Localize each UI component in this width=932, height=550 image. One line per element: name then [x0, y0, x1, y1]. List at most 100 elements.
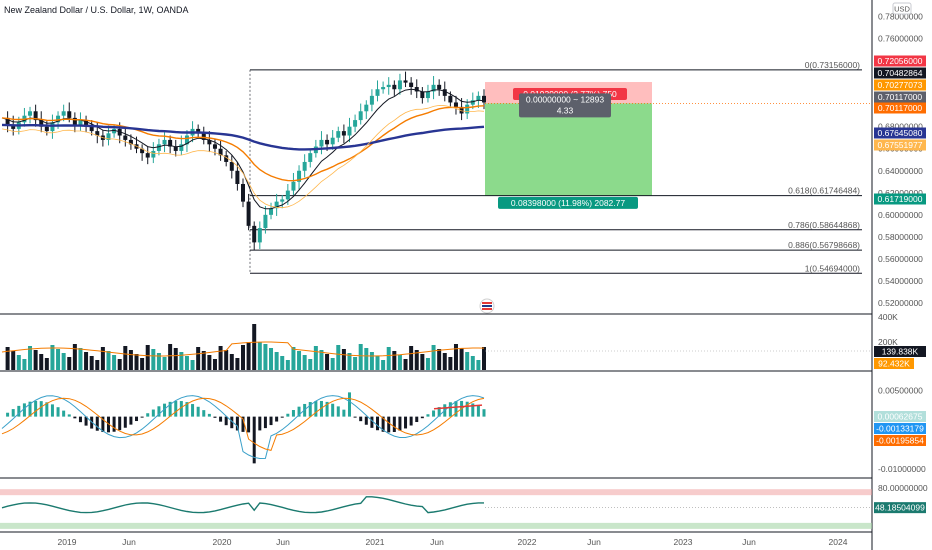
macd-histogram-bar: [409, 416, 413, 426]
fib-level-label: 0.618(0.61746484): [788, 186, 860, 196]
macd-histogram-bar: [476, 405, 480, 417]
candle-body: [297, 170, 302, 182]
macd-histogram-bar: [95, 416, 99, 431]
macd-histogram-bar: [241, 416, 245, 432]
price-tags: 0.72056000 0.70482864 0.70277073 0.70117000…: [874, 55, 926, 205]
macd-histogram-bar: [235, 416, 239, 431]
volume-bar: [459, 348, 464, 370]
volume-bar: [229, 354, 234, 370]
macd-histogram-bar: [404, 416, 408, 429]
price-tag-label: 0.70277073: [878, 80, 923, 90]
volume-bar: [56, 349, 61, 370]
volume-bar: [184, 356, 189, 370]
macd-histogram-bar: [319, 400, 323, 417]
volume-bar: [72, 344, 77, 370]
volume-bar: [392, 351, 397, 370]
candle-body: [179, 144, 184, 151]
candle-body: [184, 135, 189, 145]
volume-bar: [302, 355, 307, 370]
volume-bar: [291, 347, 296, 370]
candle-body: [162, 139, 167, 145]
volume-bar: [173, 348, 178, 370]
candle-body: [123, 135, 128, 140]
macd-histogram-bar: [213, 416, 217, 418]
candle-body: [39, 120, 44, 127]
volume-bar: [140, 358, 145, 370]
price-tick-label: 0.64000000: [878, 166, 923, 176]
center-label-box: [519, 93, 611, 118]
candle-body: [403, 80, 408, 83]
signal-tag: [874, 435, 926, 446]
candle-body: [448, 95, 453, 103]
volume-bar: [442, 353, 447, 370]
candle-body: [341, 131, 346, 136]
macd-histogram-bar: [207, 413, 211, 417]
macd-histogram-bar: [291, 410, 295, 417]
volume-bar: [145, 345, 150, 370]
volume-ma-line: [1, 341, 485, 357]
volume-bar: [409, 346, 414, 370]
volume-bar: [313, 346, 318, 370]
volume-bar: [482, 347, 486, 370]
price-tag: [874, 102, 926, 114]
macd-histogram-bar: [62, 410, 66, 417]
candle-body: [453, 102, 458, 107]
candle-body: [369, 95, 374, 105]
candle-body: [173, 146, 178, 151]
volume-bar: [212, 359, 217, 370]
price-tag-label: 0.70117000: [878, 103, 923, 113]
volume-bar: [369, 352, 374, 370]
volume-bar: [168, 344, 173, 370]
volume-bar: [431, 345, 436, 370]
price-tag: [874, 67, 926, 79]
volume-bar: [235, 358, 240, 370]
volume-bar: [112, 355, 117, 370]
volume-bar: [5, 347, 10, 370]
volume-bar: [123, 346, 128, 370]
candle-body: [330, 137, 335, 145]
candle-body: [397, 80, 402, 90]
macd-histogram-bar: [191, 404, 195, 417]
moving-averages: [1, 88, 485, 210]
center-label-risk: 0.00000000 ~ 12893: [526, 94, 605, 104]
grid: [0, 0, 873, 550]
time-tick-label: 2021: [366, 537, 385, 547]
time-tick-label: 2023: [674, 537, 693, 547]
candle-body: [168, 139, 173, 147]
macd-histogram-bar: [297, 406, 301, 417]
volume-bar: [100, 347, 105, 370]
macd-histogram-bar: [67, 414, 71, 417]
take-profit-zone[interactable]: [485, 103, 652, 196]
candle-body: [285, 190, 290, 200]
candle-body: [72, 117, 77, 125]
candle-body: [392, 84, 397, 90]
rsi-pane: 80.00000000 48.18504099: [0, 483, 928, 529]
divergence-line[interactable]: [433, 404, 483, 410]
center-label-ratio: 4.33: [557, 105, 574, 115]
fib-levels[interactable]: 0(0.73156000) 0.618(0.61746484) 0.786(0.58…: [249, 60, 862, 274]
candle-body: [308, 153, 313, 162]
volume-bar: [308, 359, 313, 370]
macd-histogram-bar: [275, 416, 279, 422]
macd-histogram-bar: [387, 416, 391, 433]
time-tick-label: 2019: [58, 537, 77, 547]
volume-bar: [437, 349, 442, 370]
volume-bar: [84, 352, 89, 370]
price-tag-label: 0.61719000: [878, 194, 923, 204]
macd-histogram-bar: [219, 416, 223, 422]
volume-value: 139.838K: [882, 347, 919, 357]
macd-histogram-bar: [364, 416, 368, 425]
macd-histogram-bar: [432, 410, 436, 417]
macd-histogram-bar: [308, 402, 312, 417]
candle-body: [437, 84, 442, 90]
ema-mid-line: [1, 105, 485, 182]
macd-histogram-bar: [471, 403, 475, 417]
price-tag-label: 0.70482864: [878, 68, 923, 78]
flag-icon[interactable]: [479, 298, 495, 314]
currency-button[interactable]: USD: [892, 2, 912, 15]
volume-bar: [325, 354, 330, 370]
volume-bar: [128, 350, 133, 370]
volume-bar: [106, 351, 111, 370]
time-axis[interactable]: 2019 Jun 2020 Jun 2021 Jun 2022 Jun 2023 Jun 2024: [58, 537, 848, 547]
